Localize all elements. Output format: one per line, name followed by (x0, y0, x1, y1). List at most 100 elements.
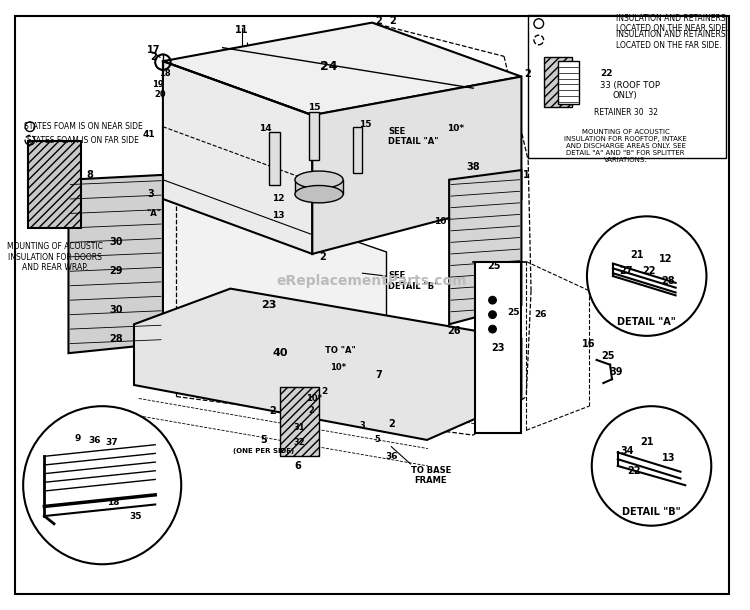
Text: 37: 37 (106, 439, 118, 447)
Text: 34: 34 (621, 447, 634, 456)
Text: 28: 28 (661, 276, 675, 286)
Text: MOUNTING OF ACOUSTIC
INSULATION FOR DOORS
AND REAR WRAP.: MOUNTING OF ACOUSTIC INSULATION FOR DOOR… (7, 242, 103, 272)
Text: 2: 2 (388, 418, 394, 429)
Text: 3: 3 (147, 189, 154, 199)
Bar (352, 127, 362, 173)
Text: 18: 18 (159, 69, 171, 78)
Text: 8: 8 (86, 170, 93, 180)
Polygon shape (312, 77, 521, 254)
Text: 5: 5 (260, 435, 266, 445)
Text: 13: 13 (272, 211, 285, 220)
Circle shape (489, 325, 496, 333)
Text: 10*: 10* (306, 394, 322, 403)
Text: ONLY): ONLY) (612, 92, 637, 101)
Text: 13: 13 (662, 453, 676, 463)
Text: 24: 24 (320, 60, 338, 73)
Bar (528, 15, 726, 157)
Text: 22: 22 (642, 267, 656, 276)
Text: 25: 25 (508, 308, 520, 317)
Text: 25: 25 (488, 262, 501, 271)
Text: 9: 9 (75, 434, 81, 443)
Polygon shape (449, 170, 521, 325)
Text: 15: 15 (308, 103, 320, 112)
Polygon shape (68, 175, 163, 353)
Text: 3: 3 (359, 421, 365, 430)
Text: 35: 35 (130, 512, 142, 520)
Circle shape (592, 406, 711, 526)
Polygon shape (134, 289, 521, 440)
Bar (310, 112, 319, 160)
Text: DETAIL "B": DETAIL "B" (622, 507, 681, 517)
Bar (280, 387, 319, 456)
Text: 39: 39 (609, 367, 622, 378)
Text: 6: 6 (295, 461, 302, 471)
Text: 26: 26 (447, 326, 460, 336)
Text: 36: 36 (385, 452, 398, 461)
Text: 33 (ROOF TOP: 33 (ROOF TOP (601, 81, 661, 90)
Text: 10*: 10* (433, 217, 451, 226)
Text: TO BASE
FRAME: TO BASE FRAME (411, 466, 451, 486)
Text: MOUNTING OF ACOUSTIC
INSULATION FOR ROOFTOP, INTAKE
AND DISCHARGE AREAS ONLY. SE: MOUNTING OF ACOUSTIC INSULATION FOR ROOF… (564, 129, 687, 163)
Text: 10*: 10* (330, 363, 346, 372)
Text: 41: 41 (142, 130, 154, 139)
Text: 36: 36 (88, 436, 101, 445)
Text: 38: 38 (466, 162, 480, 172)
Text: 7: 7 (376, 370, 382, 381)
Text: 20: 20 (154, 90, 166, 99)
Ellipse shape (295, 185, 344, 203)
Bar (544, 57, 572, 107)
Text: (ONE PER SIDE): (ONE PER SIDE) (232, 448, 294, 454)
Text: 28: 28 (109, 334, 122, 343)
Text: 2: 2 (269, 406, 276, 416)
Text: 40: 40 (273, 348, 288, 358)
Text: 10*: 10* (447, 124, 464, 133)
Text: 2: 2 (319, 252, 326, 262)
Text: 27: 27 (619, 267, 632, 276)
Text: 2: 2 (322, 387, 328, 397)
Bar (558, 61, 579, 104)
Text: TO "A": TO "A" (325, 346, 356, 355)
Text: 14: 14 (259, 124, 272, 133)
Text: STATES FOAM IS ON NEAR SIDE: STATES FOAM IS ON NEAR SIDE (23, 122, 142, 131)
Text: SEE
DETAIL "A": SEE DETAIL "A" (388, 127, 439, 146)
Text: "A": "A" (146, 209, 160, 218)
Text: 21: 21 (640, 437, 653, 447)
Polygon shape (163, 23, 521, 115)
Text: 2: 2 (524, 69, 530, 79)
Circle shape (489, 310, 496, 318)
Text: 31: 31 (294, 423, 305, 432)
Text: 23: 23 (261, 300, 277, 310)
Bar (476, 262, 521, 433)
Text: 25: 25 (602, 351, 615, 361)
Text: 22: 22 (628, 466, 641, 476)
Text: 2: 2 (151, 52, 157, 62)
Polygon shape (163, 175, 386, 408)
Text: 30: 30 (109, 305, 122, 315)
Bar (28, 141, 81, 228)
Text: 32: 32 (294, 439, 305, 447)
Circle shape (489, 296, 496, 304)
Ellipse shape (295, 171, 344, 188)
Text: 16: 16 (582, 339, 596, 348)
Text: 12: 12 (272, 195, 285, 204)
Polygon shape (163, 61, 312, 254)
Text: 17: 17 (146, 45, 160, 55)
Text: 2: 2 (389, 16, 396, 26)
Text: INSULATION AND RETAINERS
LOCATED ON THE NEAR SIDE.: INSULATION AND RETAINERS LOCATED ON THE … (616, 14, 728, 34)
Text: 30: 30 (109, 237, 122, 248)
Text: 2: 2 (376, 16, 382, 26)
Text: STATES FOAM IS ON FAR SIDE: STATES FOAM IS ON FAR SIDE (27, 135, 139, 145)
Text: 19: 19 (152, 80, 164, 89)
Circle shape (587, 217, 706, 336)
Text: 18: 18 (107, 498, 120, 507)
Text: 22: 22 (601, 69, 613, 78)
Text: RETAINER 30  32: RETAINER 30 32 (593, 108, 658, 117)
Text: 15: 15 (359, 120, 371, 129)
Text: INSULATION AND RETAINERS
LOCATED ON THE FAR SIDE.: INSULATION AND RETAINERS LOCATED ON THE … (616, 30, 725, 49)
Text: 29: 29 (109, 267, 122, 276)
Text: 1: 1 (523, 170, 530, 180)
Bar (295, 180, 344, 194)
Text: 5: 5 (374, 436, 380, 445)
Text: 12: 12 (659, 254, 673, 264)
Text: 23: 23 (491, 343, 505, 353)
